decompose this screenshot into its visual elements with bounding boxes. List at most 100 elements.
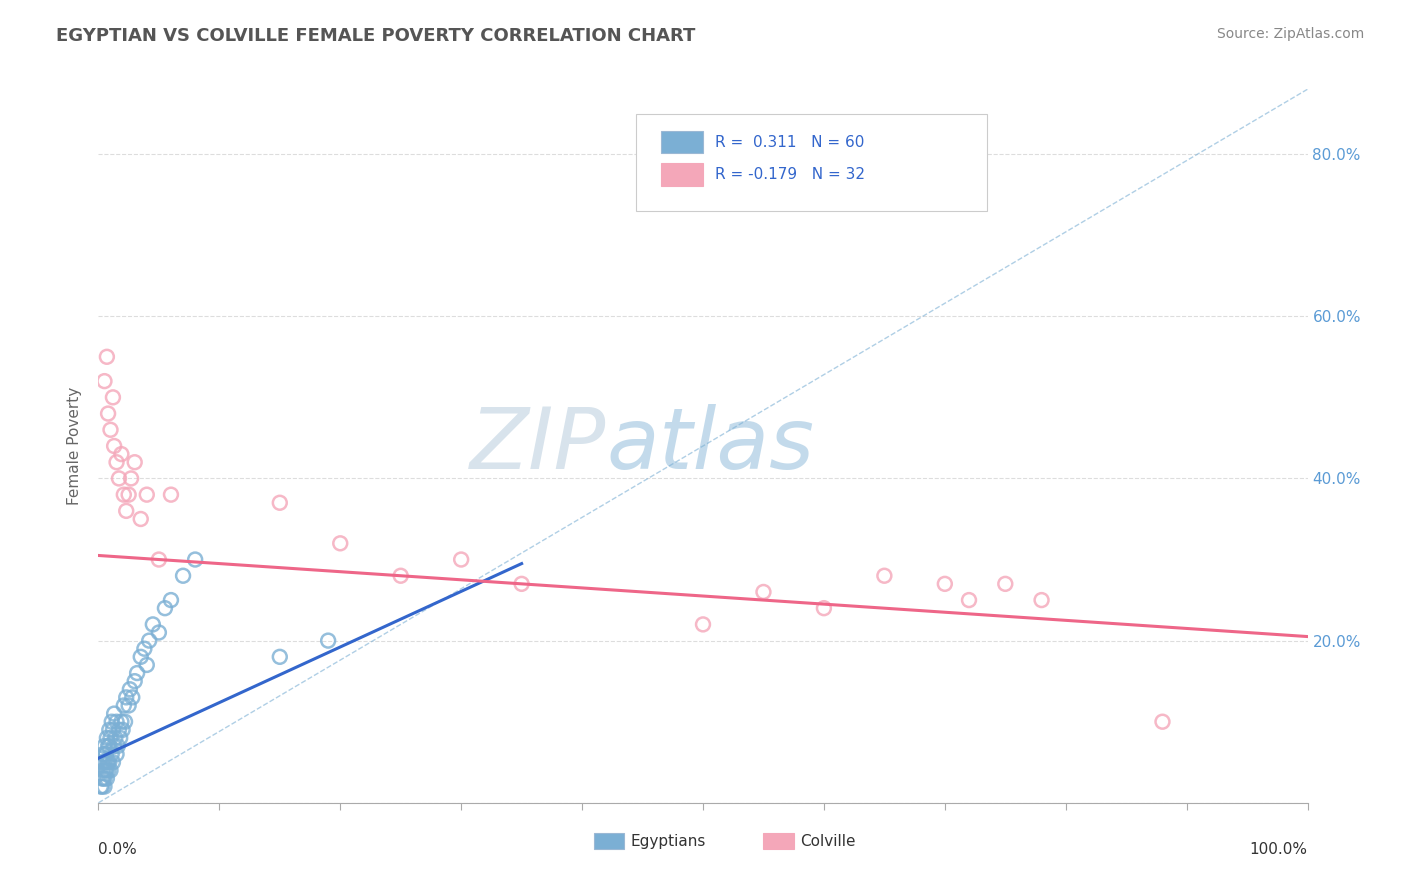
Point	[101, 723, 124, 737]
Text: atlas: atlas	[606, 404, 814, 488]
Point	[91, 756, 114, 770]
Text: 100.0%: 100.0%	[1250, 842, 1308, 856]
Point	[873, 568, 896, 582]
Y-axis label: Female Poverty: Female Poverty	[67, 387, 83, 505]
Point	[112, 698, 135, 713]
Point	[100, 764, 122, 778]
Point	[813, 601, 835, 615]
Point	[93, 756, 115, 770]
FancyBboxPatch shape	[637, 114, 987, 211]
Point	[90, 780, 112, 794]
Point	[91, 747, 114, 761]
Point	[93, 780, 115, 794]
Point	[103, 706, 125, 721]
Text: Colville: Colville	[800, 834, 855, 849]
Point	[510, 577, 533, 591]
Point	[316, 633, 339, 648]
Point	[96, 772, 118, 786]
Point	[153, 601, 176, 615]
Point	[160, 488, 183, 502]
Point	[120, 471, 142, 485]
Text: Egyptians: Egyptians	[630, 834, 706, 849]
Text: ZIP: ZIP	[470, 404, 606, 488]
Point	[98, 723, 121, 737]
Point	[108, 471, 131, 485]
Bar	[763, 833, 794, 849]
Point	[103, 739, 125, 753]
Point	[142, 617, 165, 632]
Point	[121, 690, 143, 705]
Point	[105, 747, 128, 761]
Point	[103, 439, 125, 453]
Point	[97, 756, 120, 770]
Point	[91, 780, 114, 794]
Point	[100, 747, 122, 761]
Text: R = -0.179   N = 32: R = -0.179 N = 32	[716, 167, 865, 182]
Point	[98, 739, 121, 753]
Text: Source: ZipAtlas.com: Source: ZipAtlas.com	[1216, 27, 1364, 41]
Point	[94, 764, 117, 778]
Point	[1152, 714, 1174, 729]
Point	[94, 764, 117, 778]
Point	[129, 649, 152, 664]
Point	[112, 488, 135, 502]
Point	[93, 374, 115, 388]
Point	[118, 682, 141, 697]
Point	[100, 423, 122, 437]
Point	[994, 577, 1017, 591]
Point	[134, 641, 156, 656]
Point	[450, 552, 472, 566]
Text: 0.0%: 0.0%	[98, 842, 138, 856]
Point	[172, 568, 194, 582]
Point	[91, 764, 114, 778]
Point	[100, 731, 122, 745]
Point	[96, 731, 118, 745]
Point	[115, 690, 138, 705]
Point	[138, 633, 160, 648]
Point	[93, 739, 115, 753]
Point	[97, 764, 120, 778]
Point	[111, 723, 134, 737]
Point	[118, 488, 141, 502]
Point	[115, 504, 138, 518]
Point	[692, 617, 714, 632]
Point	[957, 593, 980, 607]
Point	[93, 772, 115, 786]
Text: EGYPTIAN VS COLVILLE FEMALE POVERTY CORRELATION CHART: EGYPTIAN VS COLVILLE FEMALE POVERTY CORR…	[56, 27, 696, 45]
Bar	[661, 162, 703, 186]
Point	[389, 568, 412, 582]
Point	[110, 447, 132, 461]
Point	[329, 536, 352, 550]
Point	[91, 772, 114, 786]
Point	[101, 390, 124, 404]
Point	[98, 756, 121, 770]
Point	[934, 577, 956, 591]
Point	[108, 731, 131, 745]
Point	[135, 657, 157, 672]
Point	[107, 739, 129, 753]
Point	[269, 649, 291, 664]
Point	[124, 674, 146, 689]
Point	[127, 666, 149, 681]
Point	[114, 714, 136, 729]
Point	[160, 593, 183, 607]
Point	[94, 747, 117, 761]
Point	[101, 756, 124, 770]
Point	[100, 714, 122, 729]
Point	[110, 714, 132, 729]
Point	[108, 723, 131, 737]
Point	[129, 512, 152, 526]
Point	[269, 496, 291, 510]
Point	[148, 552, 170, 566]
Point	[118, 698, 141, 713]
Point	[96, 756, 118, 770]
Point	[752, 585, 775, 599]
Point	[97, 739, 120, 753]
Bar	[595, 833, 624, 849]
Point	[97, 407, 120, 421]
Text: R =  0.311   N = 60: R = 0.311 N = 60	[716, 135, 865, 150]
Point	[148, 625, 170, 640]
Point	[135, 488, 157, 502]
Point	[105, 714, 128, 729]
Point	[1031, 593, 1053, 607]
